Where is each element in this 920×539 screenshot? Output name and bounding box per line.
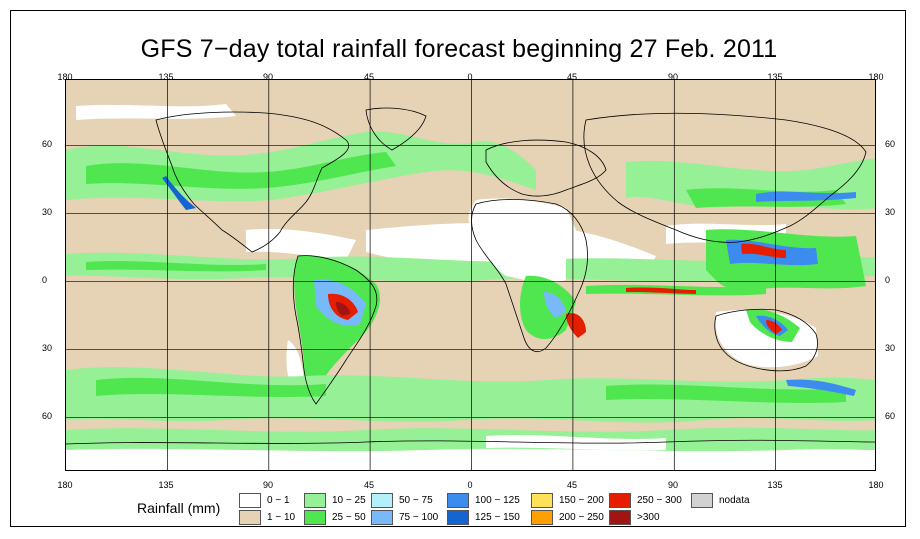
legend-label: 75 − 100	[399, 512, 439, 523]
legend-label: 200 − 250	[559, 512, 604, 523]
lon-label-top: 90	[262, 72, 274, 82]
lon-label-bottom: 135	[767, 480, 783, 490]
legend-label: 100 − 125	[475, 495, 520, 506]
legend-label: 1 − 10	[267, 512, 296, 523]
lat-label-left: 60	[42, 139, 53, 149]
lon-label-bottom: 45	[363, 480, 375, 490]
legend-swatch	[239, 510, 261, 525]
lat-label-left: 30	[42, 207, 53, 217]
rainfall-field	[66, 80, 875, 470]
lon-label-top: 45	[363, 72, 375, 82]
lat-label-right: 0	[885, 275, 891, 285]
legend-label: 50 − 75	[399, 495, 433, 506]
legend-label: 10 − 25	[332, 495, 366, 506]
lon-label-bottom: 135	[158, 480, 174, 490]
lon-label-top: 45	[566, 72, 578, 82]
lat-label-right: 60	[885, 139, 896, 149]
map-title: GFS 7−day total rainfall forecast beginn…	[140, 35, 778, 63]
lon-label-bottom: 180	[868, 480, 884, 490]
lon-label-top: 90	[667, 72, 679, 82]
lon-label-top: 135	[767, 72, 783, 82]
legend-swatch	[447, 510, 469, 525]
lon-label-top: 135	[158, 72, 174, 82]
lon-label-bottom: 45	[566, 480, 578, 490]
lat-label-left: 60	[42, 411, 53, 421]
figure-frame: GFS 7−day total rainfall forecast beginn…	[10, 10, 906, 527]
lon-label-bottom: 90	[667, 480, 679, 490]
legend-label: 0 − 1	[267, 495, 290, 506]
lat-label-left: 0	[42, 275, 48, 285]
legend: Rainfall (mm) 0 − 1 1 − 10 10 − 25 25 − …	[11, 493, 907, 533]
lat-label-left: 30	[42, 343, 53, 353]
legend-label: nodata	[719, 495, 750, 506]
legend-label: 250 − 300	[637, 495, 682, 506]
lon-label-top: 180	[868, 72, 884, 82]
legend-swatch	[447, 493, 469, 508]
lon-label-top: 0	[467, 72, 473, 82]
legend-label: 150 − 200	[559, 495, 604, 506]
legend-swatch	[531, 493, 553, 508]
lon-label-top: 180	[57, 72, 73, 82]
legend-swatch	[239, 493, 261, 508]
legend-title: Rainfall (mm)	[137, 500, 221, 516]
legend-swatch	[609, 493, 631, 508]
legend-swatch	[304, 510, 326, 525]
rainfall-map-canvas	[66, 80, 875, 470]
lon-label-bottom: 0	[467, 480, 473, 490]
lat-label-right: 30	[885, 343, 896, 353]
legend-swatch	[371, 493, 393, 508]
lon-label-bottom: 90	[262, 480, 274, 490]
graticule	[66, 80, 875, 470]
lat-label-right: 30	[885, 207, 896, 217]
legend-label: 125 − 150	[475, 512, 520, 523]
legend-label: >300	[637, 512, 660, 523]
lat-label-right: 60	[885, 411, 896, 421]
legend-swatch	[371, 510, 393, 525]
legend-label: 25 − 50	[332, 512, 366, 523]
legend-swatch	[531, 510, 553, 525]
legend-swatch	[691, 493, 713, 508]
rainfall-map	[65, 79, 876, 471]
legend-swatch	[609, 510, 631, 525]
lon-label-bottom: 180	[57, 480, 73, 490]
legend-swatch	[304, 493, 326, 508]
